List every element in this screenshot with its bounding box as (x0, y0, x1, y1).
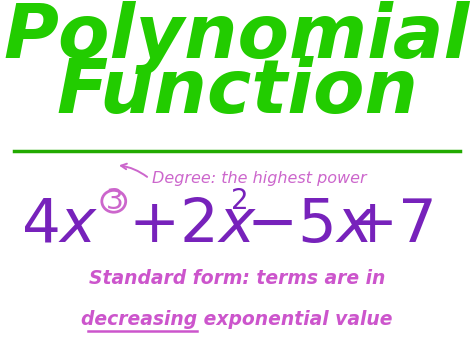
Text: Degree: the highest power: Degree: the highest power (152, 171, 366, 186)
Text: $2$: $2$ (229, 187, 246, 215)
Text: $4x$: $4x$ (21, 196, 99, 255)
Text: $-5x$: $-5x$ (246, 196, 375, 255)
Text: decreasing exponential value: decreasing exponential value (81, 310, 393, 329)
Text: $3$: $3$ (105, 187, 122, 215)
Text: $+2x$: $+2x$ (128, 196, 257, 255)
Text: Standard form: terms are in: Standard form: terms are in (89, 269, 385, 288)
Text: Polynomial: Polynomial (4, 1, 470, 74)
Text: Function: Function (56, 56, 418, 129)
Text: $+7$: $+7$ (346, 196, 433, 255)
